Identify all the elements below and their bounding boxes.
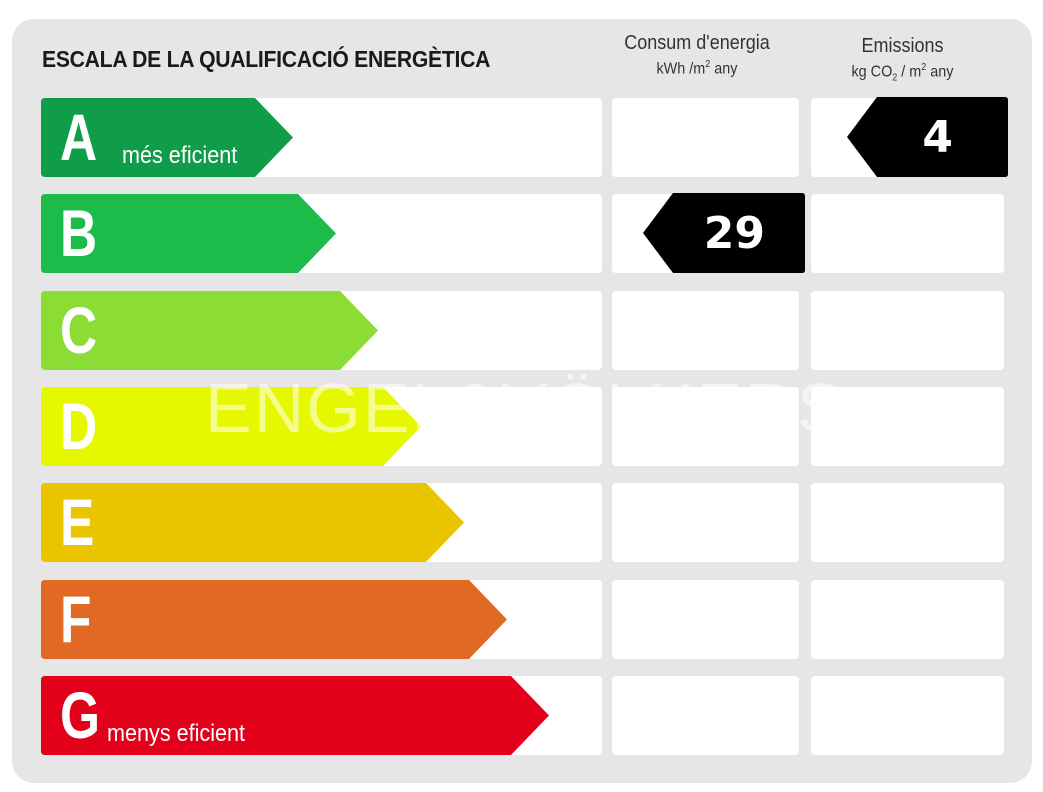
- emissions-cell-f: [811, 580, 1004, 659]
- rating-letter: G: [60, 678, 101, 752]
- rating-bar-c: [41, 291, 379, 370]
- rating-bar-d: [41, 387, 422, 466]
- emissions-cell-b: [811, 194, 1004, 273]
- rating-bar-f: [41, 580, 508, 659]
- emissions-cell-c: [811, 291, 1004, 370]
- consumption-column-header: Consum d'energia kWh /m2 any: [612, 32, 782, 78]
- rating-row-b: B: [41, 194, 602, 273]
- rating-letter: B: [60, 196, 98, 270]
- emissions-label: Emissions: [861, 35, 944, 57]
- rating-row-d: D: [41, 387, 602, 466]
- rating-row-c: C: [41, 291, 602, 370]
- rating-letter: A: [60, 100, 98, 174]
- consumption-rating-marker: 29: [643, 193, 805, 273]
- rating-bar-a: [41, 98, 294, 177]
- consumption-unit: kWh /m2 any: [656, 59, 738, 78]
- consumption-cell-a: [612, 98, 799, 177]
- rating-letter: D: [60, 389, 98, 463]
- emissions-cell-e: [811, 483, 1004, 562]
- rating-letter: F: [60, 582, 92, 656]
- consumption-cell-e: [612, 483, 799, 562]
- rating-bar-e: [41, 483, 465, 562]
- rating-letter: C: [60, 293, 98, 367]
- page-title: ESCALA DE LA QUALIFICACIÓ ENERGÈTICA: [42, 46, 491, 72]
- consumption-label: Consum d'energia: [624, 32, 770, 54]
- consumption-cell-g: [612, 676, 799, 755]
- emissions-column-header: Emissions kg CO2 / m2 any: [815, 35, 990, 84]
- consumption-cell-d: [612, 387, 799, 466]
- rating-subtitle: menys eficient: [107, 720, 246, 747]
- consumption-cell-f: [612, 580, 799, 659]
- rating-bar-b: [41, 194, 337, 273]
- rating-letter: E: [60, 485, 95, 559]
- emissions-rating-marker: 4: [847, 97, 1008, 177]
- consumption-cell-c: [612, 291, 799, 370]
- emissions-unit: kg CO2 / m2 any: [851, 62, 954, 84]
- emissions-cell-d: [811, 387, 1004, 466]
- rating-subtitle: més eficient: [122, 142, 238, 169]
- consumption-rating-marker-value: 29: [703, 207, 765, 259]
- emissions-rating-marker-value: 4: [922, 111, 953, 163]
- emissions-cell-g: [811, 676, 1004, 755]
- rating-row-e: E: [41, 483, 602, 562]
- rating-bar-g: [41, 676, 550, 755]
- rating-row-f: F: [41, 580, 602, 659]
